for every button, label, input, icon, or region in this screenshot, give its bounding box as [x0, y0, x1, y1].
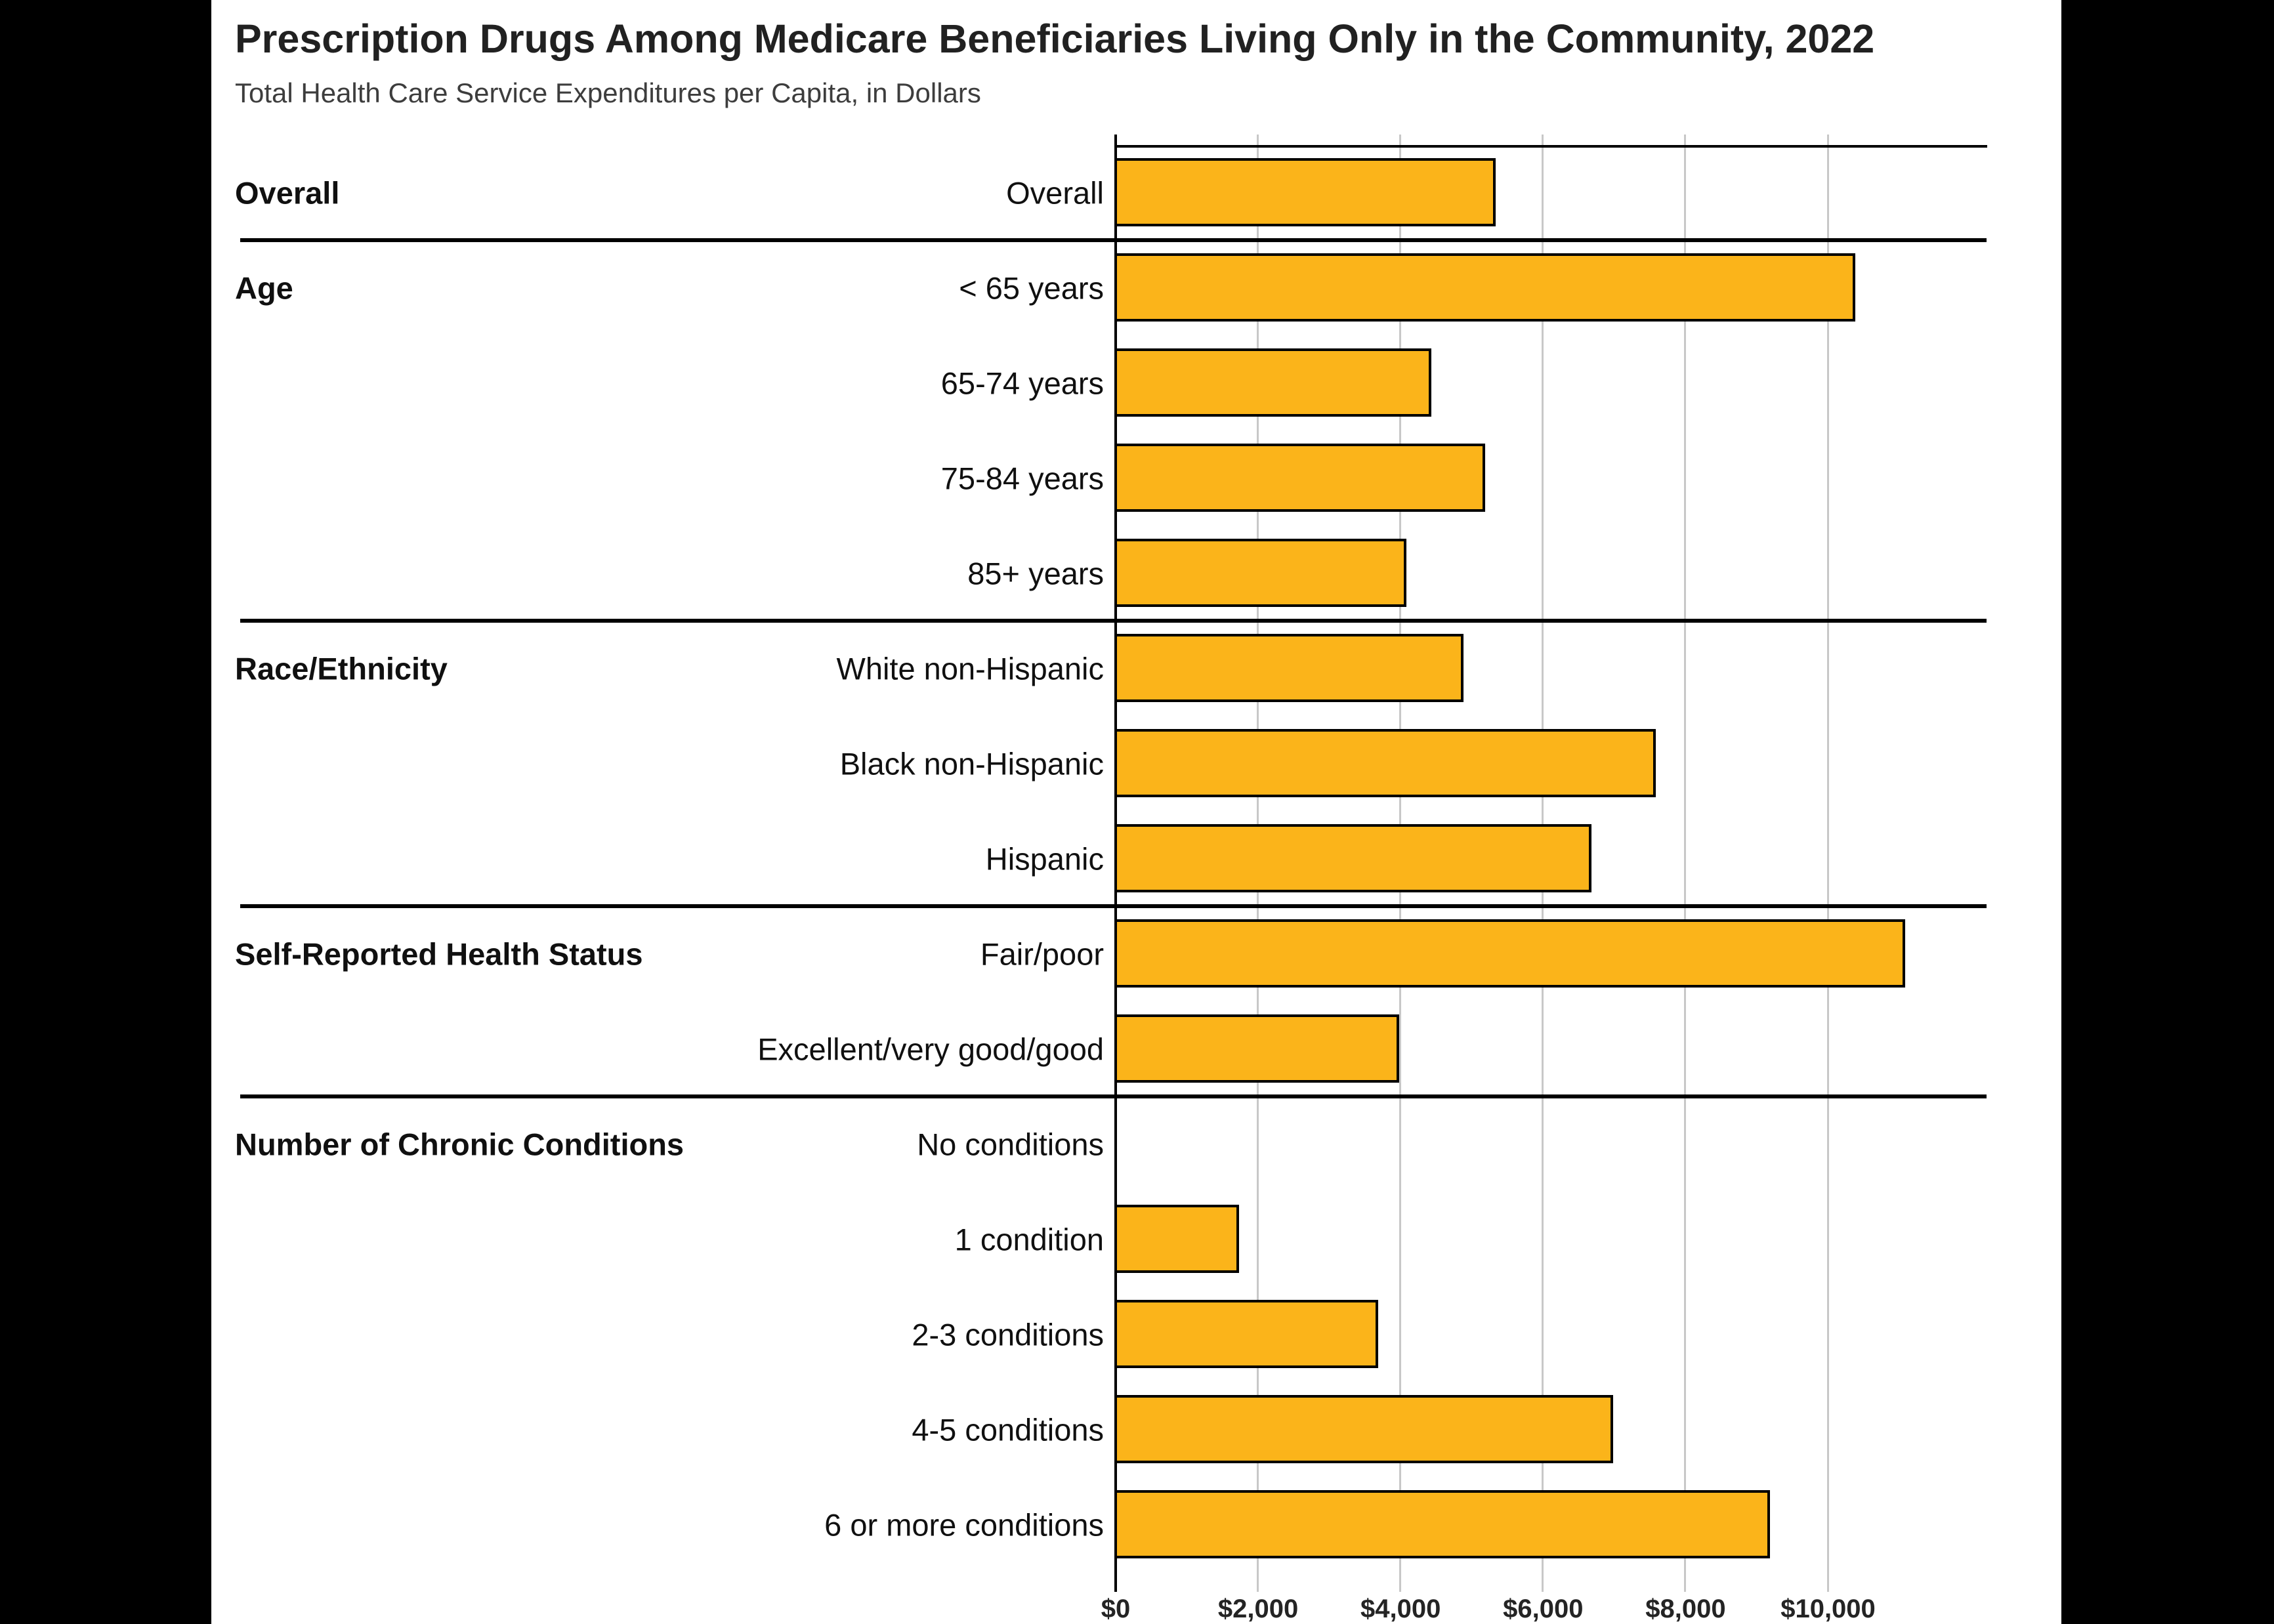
- chart-row-65-74-years: 65-74 years: [211, 335, 2061, 430]
- group-label-age: Age: [235, 270, 293, 305]
- chart-row-black-non-hispanic: Black non-Hispanic: [211, 716, 2061, 811]
- row-label: Black non-Hispanic: [839, 746, 1104, 781]
- chart-row-6-or-more-conditions: 6 or more conditions: [211, 1477, 2061, 1572]
- plot-top-border: [1114, 145, 1987, 148]
- bar-85-years: [1114, 539, 1407, 607]
- chart-row-85-years: 85+ years: [211, 526, 2061, 621]
- bar-6-or-more-conditions: [1114, 1490, 1770, 1558]
- bar-white-non-hispanic: [1114, 634, 1463, 702]
- bar-4-5-conditions: [1114, 1395, 1613, 1463]
- chart-subtitle: Total Health Care Service Expenditures p…: [235, 77, 981, 108]
- bar-hispanic: [1114, 824, 1592, 892]
- chart-row-no-conditions: Number of Chronic Conditions No condition…: [211, 1096, 2061, 1192]
- chart-row-1-condition: 1 condition: [211, 1192, 2061, 1287]
- bar-overall: [1114, 158, 1496, 226]
- bar-black-non-hispanic: [1114, 729, 1656, 797]
- row-label: 65-74 years: [940, 365, 1104, 400]
- row-label: No conditions: [917, 1127, 1104, 1161]
- group-label-self-reported-health-status: Self-Reported Health Status: [235, 936, 643, 971]
- y-axis-line: [1114, 135, 1117, 1592]
- row-label: Overall: [1006, 175, 1104, 210]
- row-label: Excellent/very good/good: [757, 1031, 1104, 1066]
- row-label: 2-3 conditions: [912, 1317, 1104, 1352]
- chart-row-white-non-hispanic: Race/Ethnicity White non-Hispanic: [211, 621, 2061, 716]
- group-label-number-of-chronic-conditions: Number of Chronic Conditions: [235, 1127, 684, 1161]
- gridline: [1684, 135, 1687, 1592]
- x-tick-label: $2,000: [1217, 1594, 1299, 1623]
- group-label-race-ethnicity: Race/Ethnicity: [235, 651, 448, 686]
- bar-75-84-years: [1114, 444, 1485, 512]
- chart-title: Prescription Drugs Among Medicare Benefi…: [235, 16, 1875, 61]
- row-label: White non-Hispanic: [836, 651, 1104, 686]
- chart-row-4-5-conditions: 4-5 conditions: [211, 1382, 2061, 1477]
- chart-rows: Overall Overall Age < 65 years 65-74 years 75…: [211, 145, 2061, 1572]
- chart-row-overall: Overall Overall: [211, 145, 2061, 240]
- chart-row-excellent-very-good-good: Excellent/very good/good: [211, 1001, 2061, 1096]
- chart-row-2-3-conditions: 2-3 conditions: [211, 1287, 2061, 1382]
- bar-65-74-years: [1114, 348, 1431, 417]
- group-separator: [240, 904, 1987, 908]
- bar-excellent-very-good-good: [1114, 1014, 1400, 1083]
- x-tick-label: $10,000: [1780, 1594, 1876, 1623]
- chart-row-75-84-years: 75-84 years: [211, 430, 2061, 526]
- group-separator: [240, 238, 1987, 242]
- group-separator: [240, 619, 1987, 623]
- chart-panel: Prescription Drugs Among Medicare Benefi…: [211, 0, 2061, 1624]
- row-label: 85+ years: [967, 556, 1104, 591]
- row-label: Fair/poor: [980, 936, 1104, 971]
- bar-65-years: [1114, 253, 1855, 322]
- bar-2-3-conditions: [1114, 1300, 1378, 1368]
- bar-fair-poor: [1114, 919, 1905, 988]
- row-label: Hispanic: [985, 841, 1104, 876]
- bar-1-condition: [1114, 1205, 1239, 1273]
- row-label: < 65 years: [959, 270, 1104, 305]
- group-separator: [240, 1094, 1987, 1098]
- bar-chart: $0 $2,000 $4,000 $6,000 $8,000 $10,000 Overal…: [211, 135, 2061, 1624]
- chart-row-hispanic: Hispanic: [211, 811, 2061, 906]
- gridline: [1826, 135, 1829, 1592]
- group-label-overall: Overall: [235, 175, 340, 210]
- x-tick-label: $4,000: [1360, 1594, 1441, 1623]
- x-tick-label: $6,000: [1503, 1594, 1584, 1623]
- chart-row-65-years: Age < 65 years: [211, 240, 2061, 335]
- x-tick-label: $0: [1101, 1594, 1131, 1623]
- row-label: 75-84 years: [940, 461, 1104, 495]
- row-label: 1 condition: [954, 1222, 1104, 1257]
- chart-row-fair-poor: Self-Reported Health Status Fair/poor: [211, 906, 2061, 1001]
- row-label: 4-5 conditions: [912, 1412, 1104, 1447]
- row-label: 6 or more conditions: [824, 1507, 1104, 1542]
- x-tick-label: $8,000: [1645, 1594, 1726, 1623]
